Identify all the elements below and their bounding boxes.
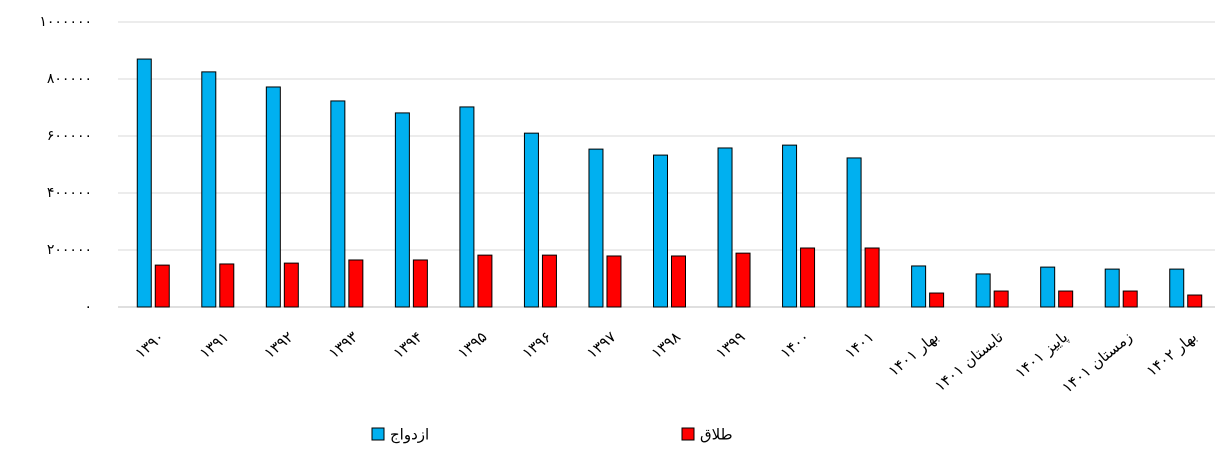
bar [864, 247, 880, 308]
bar [523, 132, 539, 308]
bar [929, 292, 945, 308]
x-tick-label: ۱۳۹۶ [519, 328, 555, 363]
bar [394, 112, 410, 308]
bar [800, 247, 816, 308]
bar [653, 154, 668, 308]
x-tick-label: ۱۴۰۱ [841, 328, 877, 363]
legend-swatch [681, 427, 695, 441]
bar [459, 106, 475, 308]
bar [846, 157, 862, 308]
bar [330, 100, 346, 308]
x-tick-label: بهار ۱۴۰۱ [885, 328, 942, 380]
x-tick-label: ۱۴۰۰ [777, 328, 813, 363]
bar [477, 254, 493, 308]
bar [1187, 294, 1203, 308]
bar [782, 144, 798, 308]
bar [606, 255, 622, 308]
x-tick-label: ۱۳۹۷ [583, 328, 619, 363]
bar [735, 252, 751, 308]
bar [1122, 290, 1138, 308]
bar [1169, 268, 1185, 308]
bar [993, 290, 1009, 308]
bar [1040, 266, 1056, 308]
y-tick-label: ۶۰۰۰۰۰ [47, 128, 92, 144]
x-tick-label: ۱۳۹۲ [261, 328, 297, 363]
y-tick-label: ۱۰۰۰۰۰۰ [39, 14, 92, 30]
bar [136, 58, 152, 308]
bar [975, 273, 991, 308]
bar [1058, 290, 1074, 308]
bar [219, 263, 235, 308]
x-tick-label: ۱۳۹۹ [712, 328, 748, 363]
x-tick-label: ۱۳۹۰ [131, 328, 167, 363]
y-tick-label: ۴۰۰۰۰۰ [47, 185, 92, 201]
bar [717, 147, 733, 308]
legend-swatch [371, 427, 385, 441]
bar [283, 262, 299, 308]
bar [154, 264, 170, 308]
bar [348, 259, 364, 308]
y-tick-label: ۸۰۰۰۰۰ [47, 71, 92, 87]
x-tick-label: ۱۳۹۸ [648, 328, 684, 363]
bar [412, 259, 428, 308]
bar [1104, 268, 1120, 308]
x-tick-label: ۱۳۹۱ [196, 328, 232, 363]
x-tick-label: تابستان ۱۴۰۱ [931, 328, 1006, 395]
bar [588, 148, 604, 308]
bar [911, 265, 927, 308]
x-tick-label: پاییز ۱۴۰۱ [1012, 328, 1072, 383]
x-tick-label: ۱۳۹۳ [325, 328, 361, 363]
x-tick-label: ۱۳۹۵ [454, 328, 490, 363]
legend-label: ازدواج [390, 426, 429, 445]
x-tick-label: زمستان ۱۴۰۱ [1058, 328, 1135, 397]
bar [541, 254, 557, 308]
x-tick-label: بهار ۱۴۰۲ [1143, 328, 1200, 380]
bar [201, 71, 217, 308]
bar [265, 86, 281, 308]
y-tick-label: ۲۰۰۰۰۰ [47, 242, 92, 258]
legend-label: طلاق [700, 426, 733, 444]
x-tick-label: ۱۳۹۴ [390, 328, 426, 363]
bar [671, 255, 686, 308]
y-tick-label: ۰ [84, 299, 92, 315]
